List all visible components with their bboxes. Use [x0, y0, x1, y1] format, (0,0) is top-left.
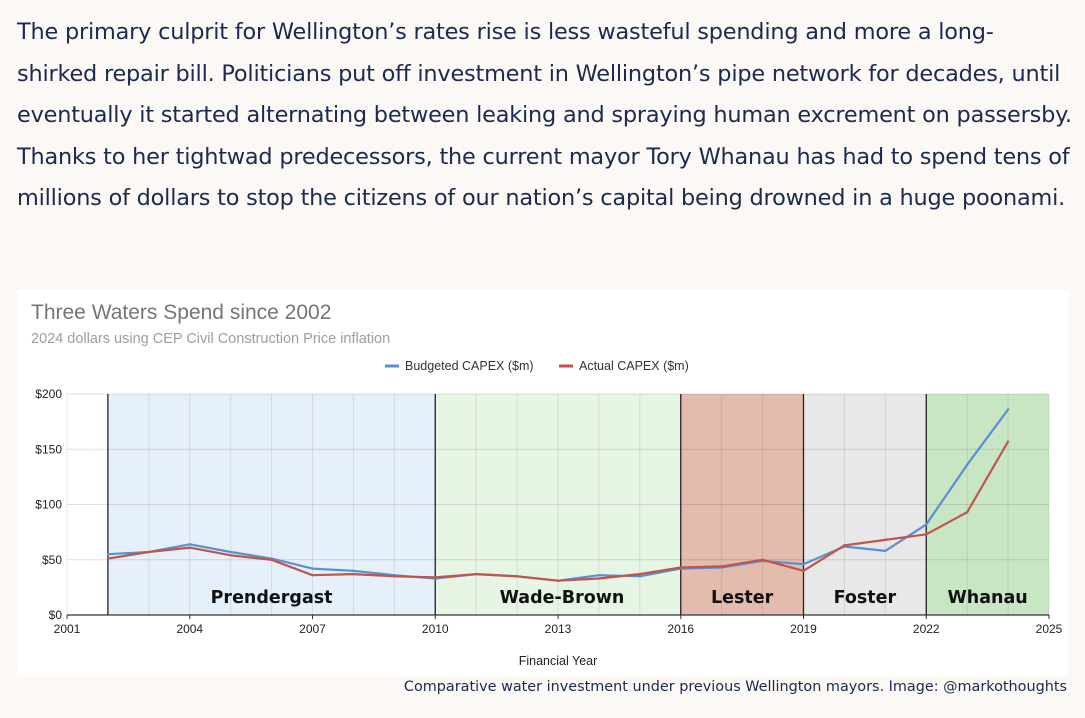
data-point-actual — [556, 579, 560, 582]
mayor-dividers — [107, 394, 927, 615]
data-point-budgeted — [229, 550, 232, 554]
data-point-budgeted — [311, 567, 314, 570]
article-paragraph: The primary culprit for Wellington’s rat… — [17, 19, 1072, 211]
data-point-actual — [761, 558, 764, 561]
chart-card: Three Waters Spend since 2002 2024 dolla… — [17, 290, 1068, 675]
data-point-actual — [393, 575, 396, 578]
data-point-actual — [720, 565, 723, 568]
data-point-budgeted — [638, 575, 642, 578]
band-label-lester: Lester — [711, 588, 774, 608]
data-point-budgeted — [352, 569, 355, 572]
data-point-actual — [270, 558, 273, 561]
x-tick-label: 2025 — [1036, 622, 1063, 636]
chart-series — [106, 408, 1010, 582]
data-point-budgeted — [884, 549, 887, 553]
band-label-foster: Foster — [834, 588, 897, 608]
data-point-actual — [925, 533, 928, 536]
data-point-actual — [229, 554, 232, 557]
data-point-budgeted — [965, 463, 969, 466]
data-point-actual — [1006, 440, 1010, 443]
data-point-actual — [965, 511, 969, 514]
data-point-actual — [802, 569, 805, 572]
band-wade-brown — [435, 394, 681, 615]
legend-label: Budgeted CAPEX ($m) — [405, 359, 534, 373]
data-point-actual — [352, 572, 355, 576]
data-point-actual — [474, 572, 478, 576]
data-point-actual — [147, 550, 151, 554]
mayor-labels: Prendergast Wade-Brown Lester Foster Whanau — [211, 588, 1028, 608]
x-tick-label: 2004 — [176, 622, 203, 636]
data-point-budgeted — [925, 523, 928, 526]
data-point-actual — [188, 546, 191, 549]
data-point-actual — [311, 574, 314, 577]
image-caption: Comparative water investment under previ… — [403, 679, 1067, 695]
band-lester — [680, 394, 804, 615]
y-tick-label: $0 — [49, 608, 63, 622]
band-prendergast — [107, 394, 436, 615]
chart-legend: Budgeted CAPEX ($m) Actual CAPEX ($m) — [385, 359, 689, 373]
y-tick-label: $200 — [35, 387, 62, 401]
y-tick-label: $150 — [35, 442, 62, 456]
legend-label: Actual CAPEX ($m) — [579, 359, 689, 373]
data-point-actual — [515, 575, 519, 578]
x-axis-title: Financial Year — [519, 654, 598, 668]
chart-title: Three Waters Spend since 2002 — [31, 301, 331, 324]
x-tick-label: 2001 — [54, 622, 81, 636]
three-waters-chart: Three Waters Spend since 2002 2024 dolla… — [31, 301, 1063, 668]
band-label-whanau: Whanau — [947, 588, 1027, 608]
y-tick-label: $50 — [42, 553, 62, 567]
data-point-budgeted — [802, 562, 805, 566]
x-tick-label: 2013 — [545, 622, 572, 636]
data-point-budgeted — [106, 553, 110, 556]
data-point-actual — [884, 538, 887, 542]
data-point-actual — [106, 557, 110, 560]
data-point-budgeted — [1006, 408, 1010, 411]
x-tick-label: 2007 — [299, 622, 326, 636]
x-tick-label: 2016 — [667, 622, 694, 636]
data-point-budgeted — [188, 543, 191, 546]
data-point-actual — [434, 576, 437, 579]
band-label-prendergast: Prendergast — [211, 588, 333, 608]
data-point-actual — [843, 544, 846, 547]
band-foster — [803, 394, 927, 615]
chart-axes: $0 $50 $100 $150 $200 2001 2004 2007 2010 2013 201… — [35, 387, 1062, 636]
data-point-budgeted — [597, 574, 601, 577]
data-point-actual — [679, 566, 682, 569]
band-label-wade-brown: Wade-Brown — [500, 588, 625, 608]
chart-subtitle: 2024 dollars using CEP Civil Constructio… — [31, 331, 390, 347]
x-tick-label: 2010 — [422, 622, 449, 636]
x-tick-label: 2019 — [790, 622, 817, 636]
data-point-actual — [597, 577, 601, 580]
data-point-actual — [638, 572, 642, 576]
mayor-bands — [107, 394, 1049, 615]
y-tick-label: $100 — [35, 498, 62, 512]
x-tick-label: 2022 — [913, 622, 940, 636]
band-whanau — [926, 394, 1049, 615]
